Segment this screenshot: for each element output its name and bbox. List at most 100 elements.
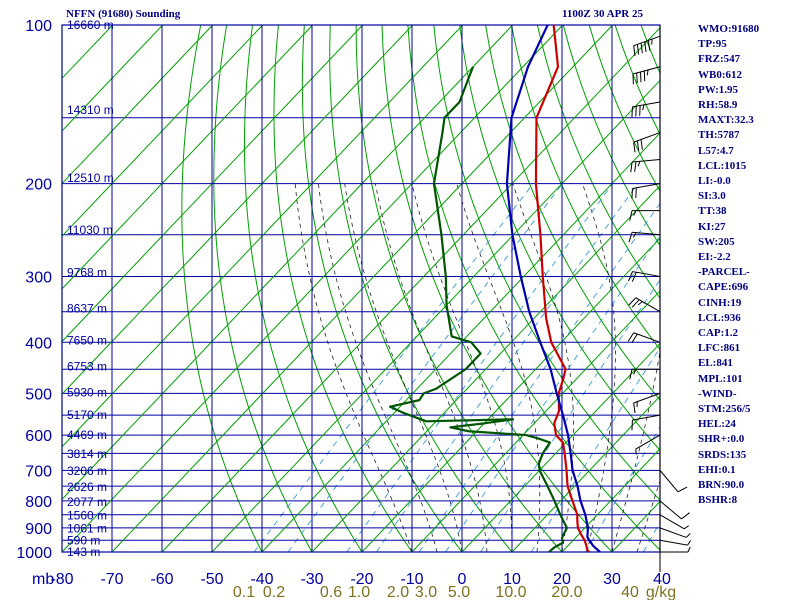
index-line: EL:841 [698, 357, 733, 370]
wind-barb-staff [659, 514, 685, 530]
wind-barb-flag [628, 232, 633, 243]
wind-barb-flag [627, 332, 635, 342]
pressure-tick-label: 700 [25, 463, 52, 480]
index-line: SI:3.0 [698, 190, 726, 203]
wind-barb [659, 527, 691, 538]
temperature-line [534, 25, 590, 552]
height-label: 14310 m [67, 103, 114, 117]
wind-barb-staff [659, 527, 687, 538]
wind-barb-staff [632, 66, 661, 75]
pressure-tick-label: 500 [25, 386, 52, 403]
wind-barb-flag [633, 45, 636, 56]
index-line: RH:58.9 [698, 99, 738, 112]
height-label: 3206 m [67, 464, 107, 478]
wind-barb-staff [633, 392, 661, 404]
index-line: -PARCEL- [698, 266, 750, 279]
wind-barb-staff [632, 183, 661, 189]
height-label: 143 m [67, 545, 100, 559]
wind-barb-flag [647, 40, 651, 51]
wind-barb-flag [633, 210, 637, 216]
wind-barb-flag [644, 41, 647, 52]
wind-barb-flag [637, 161, 641, 167]
wind-barb-staff [632, 271, 661, 277]
wind-barb-flag [636, 140, 640, 152]
chart-datetime: 1100Z 30 APR 25 [562, 8, 643, 20]
parcel-line [505, 25, 601, 552]
pressure-tick-label: 800 [25, 494, 52, 511]
isotherm-line [461, 342, 660, 552]
isotherm-grid [62, 25, 660, 552]
height-label: 7650 m [67, 334, 107, 348]
wind-barb [630, 159, 661, 173]
temperature-tick-label: -50 [200, 571, 223, 588]
temperature-tick-label: 40 [653, 571, 671, 588]
moist-adiabat-line [636, 479, 660, 552]
wind-barb-flag [635, 449, 637, 455]
wind-barb [632, 66, 661, 85]
isotherm-line [62, 25, 264, 237]
index-line: EI:-2.2 [698, 251, 731, 264]
wind-barb [659, 539, 692, 546]
wind-barb [631, 183, 661, 199]
wind-barb-flag [687, 540, 692, 546]
wind-barb [631, 414, 661, 431]
wind-barb-flag [642, 104, 645, 111]
wind-barb-flag [633, 142, 636, 153]
mixing-ratio-label: 3.0 [415, 584, 437, 600]
wind-barb-flag [637, 301, 643, 306]
wind-barb-flag [634, 161, 637, 172]
wind-barb-flag [630, 161, 633, 173]
isobar-grid [61, 24, 661, 553]
wind-barb [629, 368, 660, 380]
temperature-tick-label: -30 [300, 571, 323, 588]
index-line: HEL:24 [698, 418, 736, 431]
wind-barb [628, 231, 661, 243]
plot-frame [61, 24, 661, 553]
isotherm-line [411, 290, 660, 552]
mixing-ratio-label: 40 [621, 584, 639, 600]
wind-barb [660, 546, 691, 553]
height-label: 12510 m [67, 171, 114, 185]
sounding-series [388, 25, 601, 552]
height-label: 590 m [67, 533, 100, 547]
mixing-ratio-label: 20.0 [551, 584, 582, 600]
wind-barb-flag [636, 44, 640, 55]
wind-barb [633, 35, 661, 56]
temperature-tick-label: 10 [503, 571, 521, 588]
wind-barb-flag [628, 271, 633, 282]
index-line: EHI:0.1 [698, 463, 736, 476]
index-line: -WIND- [698, 387, 737, 400]
isotherm-line [511, 395, 660, 552]
wind-barb-flag [628, 297, 637, 306]
wind-barb-staff [632, 231, 661, 236]
pressure-tick-label: 200 [25, 177, 52, 194]
wind-barb-flag [646, 69, 649, 76]
wind-barb-flag [629, 210, 633, 221]
temperature-tick-label: -10 [400, 571, 423, 588]
wind-barb [633, 392, 661, 414]
wind-barb-flag [677, 486, 688, 493]
dewpoint-line [388, 66, 569, 552]
wind-barb-flag [640, 139, 643, 150]
temperature-tick-label: 30 [603, 571, 621, 588]
wind-barb [659, 470, 688, 493]
moist-adiabat-line [411, 183, 513, 552]
height-label: 9768 m [67, 266, 107, 280]
mixing-ratio-label: g/kg [646, 584, 676, 600]
mixing-ratio-label: 0.1 [233, 584, 255, 600]
wind-barb-flag [640, 42, 643, 54]
wind-barb-flag [631, 333, 638, 343]
chart-title: NFFN (91680) Sounding [66, 8, 181, 20]
moist-adiabat-line [317, 183, 438, 552]
wind-barb-flag [683, 525, 689, 530]
wind-barb-staff [635, 297, 661, 313]
mixing-ratio-label: 2.0 [387, 584, 409, 600]
index-line: FRZ:547 [698, 53, 741, 66]
wind-barb-flag [633, 369, 637, 375]
wind-barb-flag [633, 402, 636, 414]
dry-adiabat-line [329, 25, 513, 552]
height-label: 1560 m [67, 508, 107, 522]
wind-barb-staff [632, 159, 661, 163]
mixing-ratio-label: 0.6 [320, 584, 342, 600]
